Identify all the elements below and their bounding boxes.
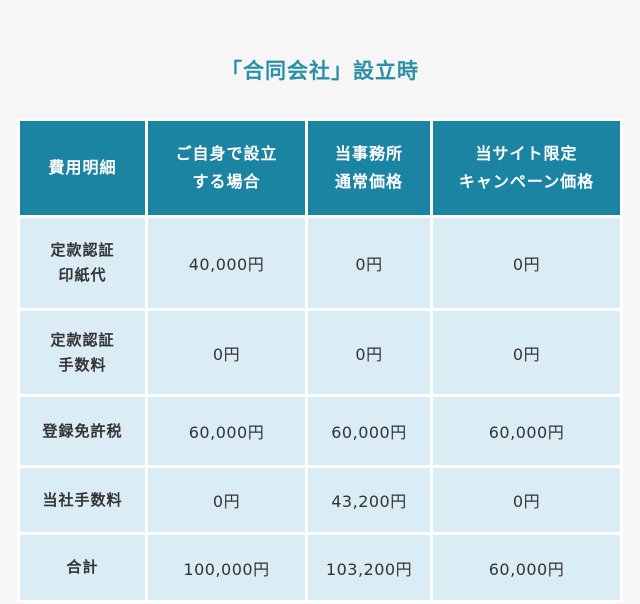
row-label: 登録免許税 xyxy=(20,397,145,465)
cell-value: 0円 xyxy=(308,218,430,308)
cell-value: 0円 xyxy=(433,468,620,532)
table-row-certification-fee: 定款認証 手数料 0円 0円 0円 xyxy=(20,311,620,394)
row-label: 合計 xyxy=(20,535,145,600)
row-label: 当社手数料 xyxy=(20,468,145,532)
price-table: 費用明細 ご自身で設立 する場合 当事務所 通常価格 当サイト限定 キャンペーン… xyxy=(17,118,623,603)
cell-value: 0円 xyxy=(433,218,620,308)
table-row-total: 合計 100,000円 103,200円 60,000円 xyxy=(20,535,620,600)
table-row-registration-tax: 登録免許税 60,000円 60,000円 60,000円 xyxy=(20,397,620,465)
table-row-stamp-fee: 定款認証 印紙代 40,000円 0円 0円 xyxy=(20,218,620,308)
cell-value: 0円 xyxy=(148,468,305,532)
cell-value: 60,000円 xyxy=(433,397,620,465)
table-header-row: 費用明細 ご自身で設立 する場合 当事務所 通常価格 当サイト限定 キャンペーン… xyxy=(20,121,620,215)
cell-value: 100,000円 xyxy=(148,535,305,600)
cell-value: 0円 xyxy=(433,311,620,394)
column-header-site-campaign-price: 当サイト限定 キャンペーン価格 xyxy=(433,121,620,215)
column-header-self-setup: ご自身で設立 する場合 xyxy=(148,121,305,215)
cell-value: 103,200円 xyxy=(308,535,430,600)
cell-value: 43,200円 xyxy=(308,468,430,532)
row-label: 定款認証 手数料 xyxy=(20,311,145,394)
column-header-cost-detail: 費用明細 xyxy=(20,121,145,215)
cell-value: 60,000円 xyxy=(148,397,305,465)
page-title: 「合同会社」設立時 xyxy=(221,59,419,83)
cell-value: 40,000円 xyxy=(148,218,305,308)
cell-value: 60,000円 xyxy=(433,535,620,600)
table-row-our-fee: 当社手数料 0円 43,200円 0円 xyxy=(20,468,620,532)
column-header-office-regular-price: 当事務所 通常価格 xyxy=(308,121,430,215)
row-label: 定款認証 印紙代 xyxy=(20,218,145,308)
cell-value: 0円 xyxy=(148,311,305,394)
cell-value: 0円 xyxy=(308,311,430,394)
cell-value: 60,000円 xyxy=(308,397,430,465)
